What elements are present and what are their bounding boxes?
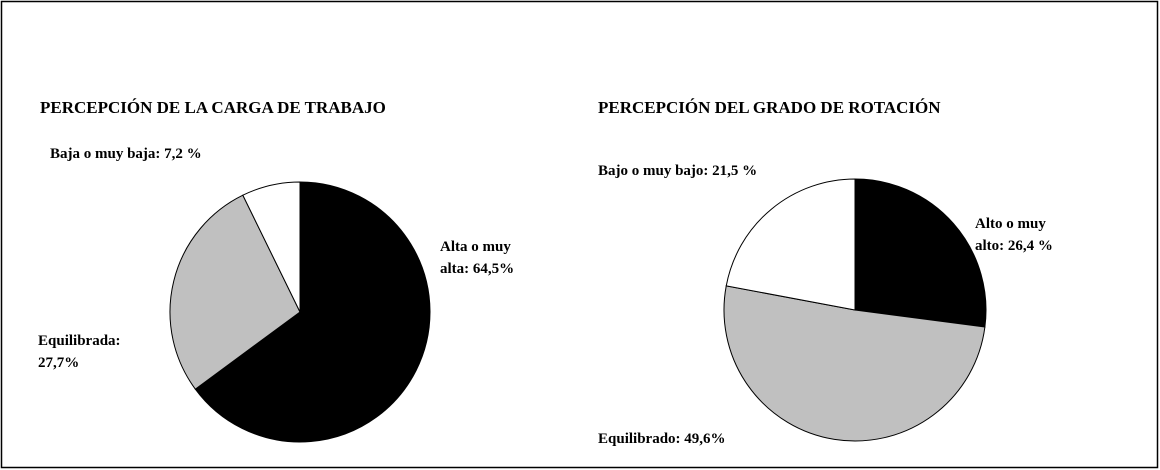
slice-label: Baja o muy baja: 7,2 % [50, 146, 202, 162]
pie-slice [854, 178, 987, 328]
pie-slice [242, 181, 301, 313]
slice-label: Equilibrada: 27,7% [38, 333, 121, 371]
pie-slice [723, 285, 986, 442]
slice-label: Alto o muy alto: 26,4 % [975, 216, 1053, 254]
pie-slice [194, 181, 431, 443]
pie-slice [169, 194, 301, 390]
slice-label: Equilibrado: 49,6% [598, 431, 726, 447]
pie-slice [725, 178, 856, 311]
slice-label: Bajo o muy bajo: 21,5 % [598, 163, 757, 179]
slice-label: Alta o muy alta: 64,5% [440, 239, 514, 277]
chart-title: PERCEPCIÓN DEL GRADO DE ROTACIÓN [598, 98, 941, 117]
chart-title: PERCEPCIÓN DE LA CARGA DE TRABAJO [40, 98, 386, 117]
